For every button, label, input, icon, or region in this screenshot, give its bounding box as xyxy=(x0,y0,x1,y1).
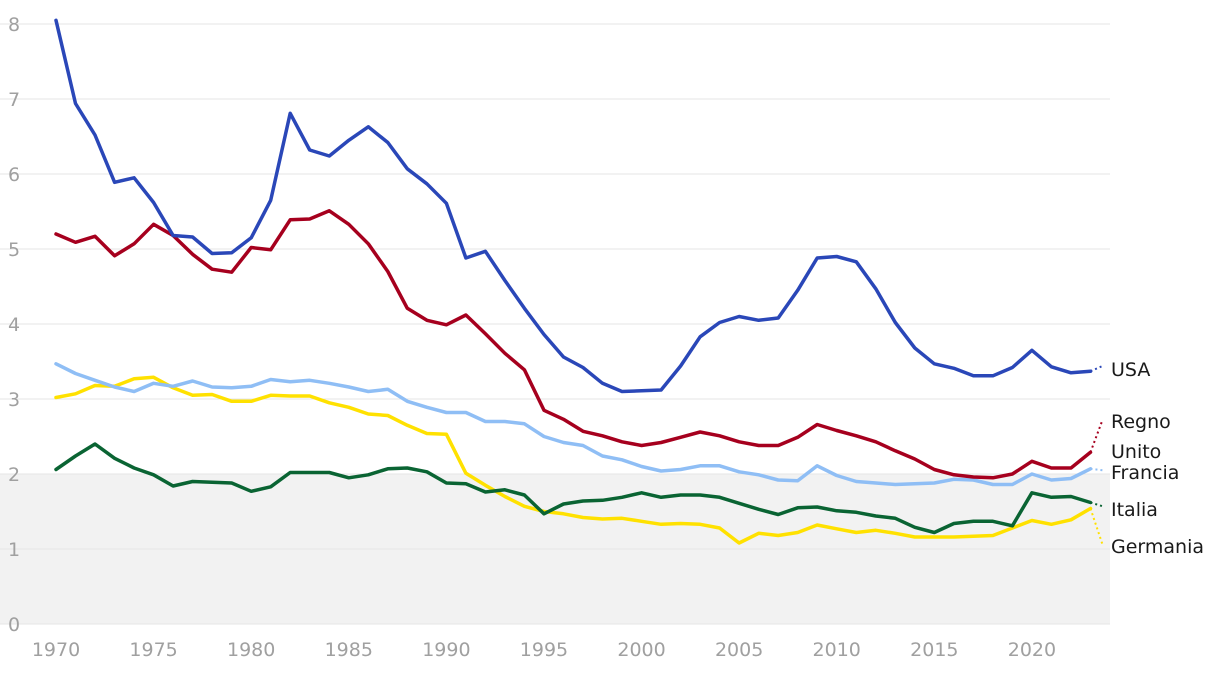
series-label-germania: Germania xyxy=(1111,536,1204,558)
y-tick-label: 1 xyxy=(8,539,20,561)
x-tick-label: 1970 xyxy=(32,639,80,661)
x-tick-label: 1995 xyxy=(520,639,568,661)
y-tick-label: 4 xyxy=(8,314,20,336)
series-line-usa xyxy=(54,18,1093,394)
series-leader-francia xyxy=(1090,467,1103,472)
series-label-italia: Italia xyxy=(1111,499,1158,521)
y-tick-label: 7 xyxy=(8,89,20,111)
x-tick-label: 1975 xyxy=(129,639,177,661)
series-leader-italia xyxy=(1090,501,1103,508)
x-tick-label: 1990 xyxy=(422,639,470,661)
series-leader-regno-unito xyxy=(1089,419,1104,453)
series-leader-germania xyxy=(1089,508,1104,545)
series-lines xyxy=(54,18,1104,545)
y-tick-label: 5 xyxy=(8,239,20,261)
series-label-regno-unito: Regno xyxy=(1111,411,1171,433)
series-label-usa: USA xyxy=(1111,359,1150,381)
x-tick-label: 2000 xyxy=(617,639,665,661)
series-line-francia xyxy=(54,362,1093,487)
x-tick-label: 2020 xyxy=(1008,639,1056,661)
y-tick-label: 2 xyxy=(8,464,20,486)
series-line-regno-unito xyxy=(54,209,1093,480)
gridlines xyxy=(0,23,1110,625)
x-tick-label: 2010 xyxy=(813,639,861,661)
series-leader-usa xyxy=(1090,365,1103,373)
series-line-germania xyxy=(54,375,1093,545)
x-tick-label: 1985 xyxy=(325,639,373,661)
y-tick-label: 6 xyxy=(8,164,20,186)
x-tick-label: 1980 xyxy=(227,639,275,661)
series-label-regno-unito: Unito xyxy=(1111,441,1161,463)
x-axis-ticks: 1970 1975 1980 1985 1990 1995 2000 2005 2010 2015… xyxy=(32,639,1056,661)
y-tick-label: 8 xyxy=(8,14,20,36)
y-tick-label: 0 xyxy=(8,614,20,636)
y-axis-ticks: 0 1 2 3 4 5 6 7 8 xyxy=(8,14,20,636)
y-tick-label: 3 xyxy=(8,389,20,411)
series-label-francia: Francia xyxy=(1111,462,1179,484)
x-tick-label: 2005 xyxy=(715,639,763,661)
series-line-italia xyxy=(54,442,1093,535)
x-tick-label: 2015 xyxy=(910,639,958,661)
